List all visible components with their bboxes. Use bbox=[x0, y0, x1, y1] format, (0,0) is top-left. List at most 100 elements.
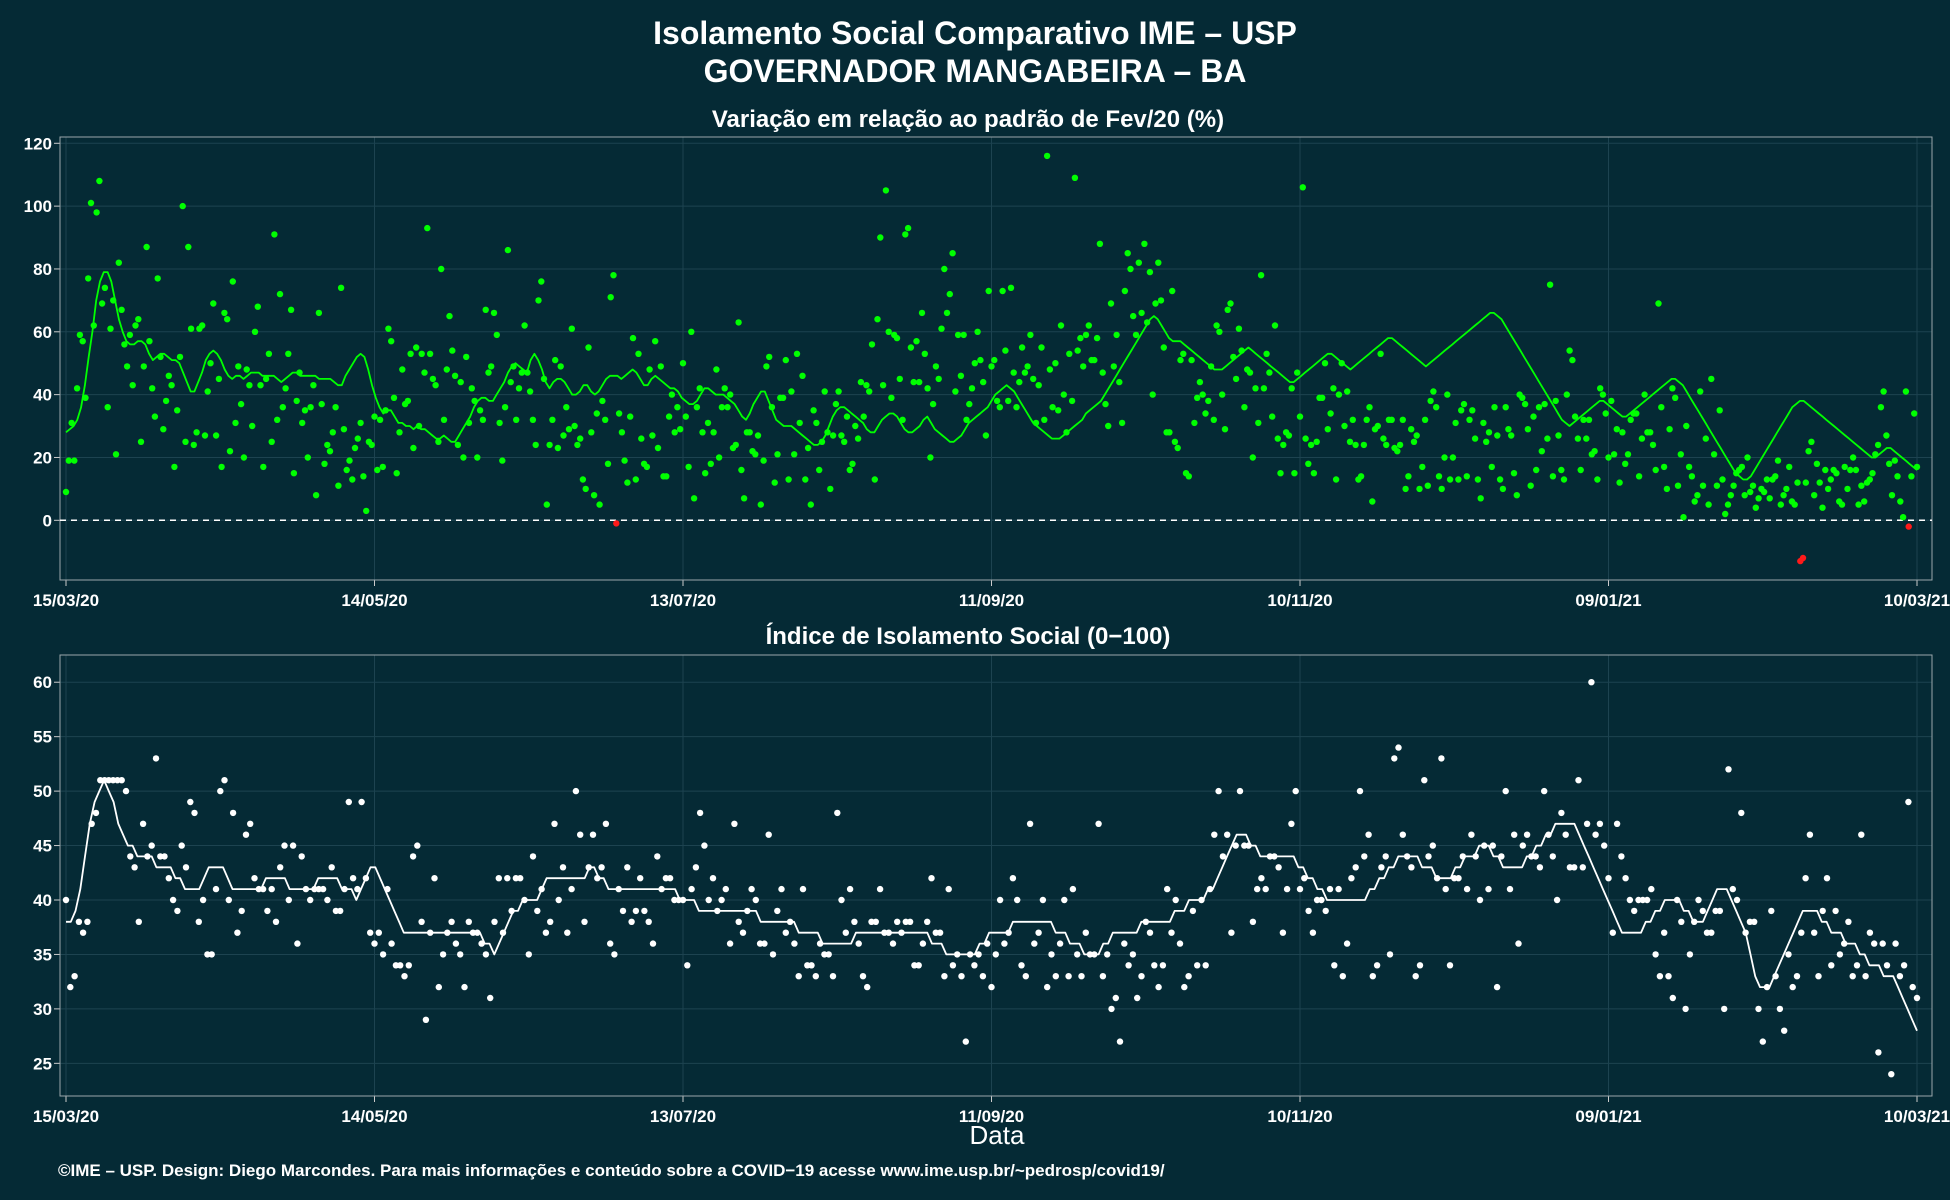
bottom-data-point bbox=[855, 940, 862, 947]
top-data-point bbox=[1185, 473, 1193, 480]
bottom-data-point bbox=[1751, 918, 1758, 925]
bottom-data-point bbox=[577, 831, 584, 838]
bottom-data-point bbox=[1108, 1005, 1115, 1013]
bottom-data-point bbox=[452, 940, 460, 947]
bottom-data-point bbox=[379, 951, 387, 958]
top-data-point bbox=[1232, 375, 1240, 383]
top-data-point bbox=[1255, 419, 1262, 427]
top-data-point bbox=[985, 287, 992, 295]
bottom-data-point bbox=[1035, 929, 1042, 936]
top-data-point bbox=[579, 476, 587, 483]
bottom-data-point bbox=[739, 929, 747, 936]
bottom-data-point bbox=[949, 962, 957, 969]
top-data-point bbox=[1160, 344, 1168, 351]
top-data-point bbox=[1421, 416, 1429, 423]
top-data-point bbox=[129, 382, 136, 389]
bottom-data-point bbox=[1815, 973, 1822, 980]
top-data-point bbox=[1674, 482, 1682, 489]
bottom-data-point bbox=[174, 907, 181, 915]
top-data-point bbox=[1899, 514, 1907, 521]
top-data-point bbox=[182, 438, 189, 445]
bottom-data-point bbox=[152, 755, 160, 762]
top-data-point bbox=[251, 328, 259, 335]
top-data-point bbox=[610, 272, 617, 279]
top-data-point bbox=[685, 463, 692, 471]
bottom-data-point bbox=[1605, 875, 1612, 882]
top-data-point bbox=[149, 385, 156, 392]
bottom-data-point bbox=[487, 994, 494, 1002]
bottom-data-point bbox=[79, 929, 87, 936]
bottom-data-point bbox=[1875, 1049, 1882, 1056]
top-data-point bbox=[526, 388, 534, 395]
top-data-point bbox=[168, 382, 175, 389]
bottom-data-point bbox=[1823, 875, 1831, 882]
top-data-point bbox=[1307, 441, 1315, 449]
bottom-data-point bbox=[889, 940, 897, 947]
top-data-point bbox=[1566, 347, 1573, 354]
top-data-point bbox=[174, 407, 181, 414]
bottom-data-point bbox=[825, 951, 832, 958]
top-y-tick-label: 40 bbox=[33, 386, 52, 405]
top-data-point bbox=[1252, 385, 1259, 392]
top-data-point bbox=[176, 353, 184, 361]
top-data-point bbox=[299, 419, 306, 427]
top-x-tick-label: 13/07/20 bbox=[650, 591, 716, 610]
top-y-tick-label: 100 bbox=[24, 197, 52, 216]
bottom-data-point bbox=[504, 875, 511, 882]
bottom-data-point bbox=[1134, 994, 1141, 1002]
top-data-point bbox=[588, 429, 595, 436]
top-data-point bbox=[674, 404, 681, 411]
top-data-point bbox=[285, 350, 292, 357]
top-data-point bbox=[638, 435, 645, 442]
bottom-data-point bbox=[1194, 962, 1201, 969]
top-data-point bbox=[126, 331, 134, 339]
bottom-data-point bbox=[1866, 929, 1874, 936]
bottom-data-point bbox=[1596, 820, 1604, 827]
bottom-data-point bbox=[1288, 820, 1295, 827]
bottom-data-point bbox=[551, 820, 558, 827]
top-data-point bbox=[1844, 485, 1851, 493]
top-data-point bbox=[1296, 413, 1304, 420]
bottom-data-point bbox=[1421, 777, 1428, 784]
top-data-point bbox=[1622, 460, 1629, 467]
bottom-data-point bbox=[517, 875, 524, 882]
top-data-point bbox=[810, 407, 817, 414]
top-data-point bbox=[1082, 331, 1090, 339]
top-data-point bbox=[1677, 451, 1685, 458]
top-data-point bbox=[282, 385, 289, 392]
top-data-point bbox=[1002, 347, 1009, 354]
top-data-point bbox=[585, 344, 592, 351]
top-data-point bbox=[1227, 300, 1234, 307]
bottom-data-point bbox=[1429, 842, 1437, 849]
bottom-data-point bbox=[607, 940, 614, 947]
top-data-point bbox=[199, 322, 206, 329]
top-data-point bbox=[301, 407, 309, 414]
top-data-point bbox=[868, 341, 876, 348]
bottom-data-point bbox=[161, 853, 168, 860]
top-data-point bbox=[713, 366, 720, 373]
top-data-point bbox=[1124, 250, 1131, 257]
top-data-point bbox=[79, 338, 86, 345]
top-data-point bbox=[1496, 476, 1504, 483]
top-data-point bbox=[1722, 510, 1729, 518]
bottom-data-point bbox=[165, 875, 172, 882]
top-data-point bbox=[212, 432, 220, 439]
top-data-point bbox=[335, 482, 342, 489]
top-data-point bbox=[290, 470, 298, 477]
bottom-data-point bbox=[684, 962, 691, 969]
bottom-data-point bbox=[722, 885, 729, 893]
bottom-data-point bbox=[1588, 679, 1595, 686]
top-data-point bbox=[162, 397, 170, 405]
top-data-point bbox=[463, 353, 470, 361]
top-data-point bbox=[1441, 454, 1448, 461]
bottom-data-point bbox=[208, 951, 215, 958]
top-data-point bbox=[1135, 259, 1143, 266]
top-data-point bbox=[1305, 460, 1312, 467]
bottom-data-point bbox=[988, 983, 995, 991]
bottom-data-point bbox=[1095, 820, 1102, 827]
top-data-point bbox=[1469, 407, 1476, 414]
bottom-data-point bbox=[709, 875, 717, 882]
bottom-data-point bbox=[1258, 875, 1265, 882]
top-data-point bbox=[571, 422, 578, 430]
